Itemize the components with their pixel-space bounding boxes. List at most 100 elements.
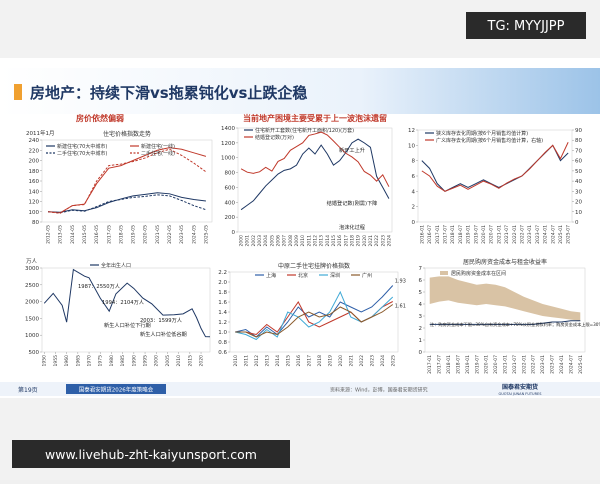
y-tick-label: 100 [29,210,40,216]
x-tick-label: 2017-07 [437,355,443,374]
x-tick-label: 2014-05 [70,225,76,244]
x-tick-label: 1980 [109,355,115,367]
y-tick-label: 30 [575,189,582,195]
legend-label: 全年出生人口 [101,262,131,269]
x-tick-label: 2020-01 [484,355,490,374]
y-tick-label: 160 [29,179,40,185]
y-tick-label: 1500 [25,316,39,322]
x-tick-label: 2012 [313,235,319,247]
x-tick-label: 2024-01 [543,225,549,244]
x-tick-label: 2020-01 [481,225,487,244]
page-number: 第19页 [18,386,38,394]
plot-frame [41,267,211,353]
x-tick-label: 2022-01 [521,355,527,374]
legend-label: 广义库存去化周期(按6个月销售均值计算，右轴) [436,137,543,144]
y-tick-label: 1.6 [218,300,227,306]
x-tick-label: 2023-07 [535,225,541,244]
band-area [429,276,581,321]
x-tick-label: 2019-01 [465,355,471,374]
y-tick-label: 1000 [221,156,235,162]
y-tick-label: 200 [29,159,40,165]
x-tick-label: 2017-05 [106,225,112,244]
x-tick-label: 2021-05 [155,225,161,244]
legend-label: 上海 [266,272,276,279]
x-tick-label: 2018-01 [446,355,452,374]
title-marker [14,84,22,100]
x-tick-label: 2022-07 [519,225,525,244]
x-tick-label: 1965 [75,355,81,367]
x-tick-label: 2023 [380,235,386,247]
watermark-text: TG: MYYJJPP [487,19,565,34]
legend-label: 北京 [298,272,308,279]
chart-title: 中原二手住宅挂牌价格指数 [278,262,350,270]
x-tick-label: 2021 [368,235,374,247]
y-tick-label: 90 [575,128,582,134]
x-tick-label: 2002 [251,235,257,247]
slide [0,58,600,398]
y-tick-label: 0 [575,220,579,226]
x-tick-label: 2017-07 [442,225,448,244]
x-tick-label: 2022 [359,355,365,367]
x-tick-label: 2023-05 [179,225,185,244]
y-tick-label: 20 [575,200,582,206]
annotation: 新生人口补位下行期 [104,321,151,329]
y-tick-label: 5 [419,290,423,296]
x-tick-label: 2020 [199,355,205,367]
series-line [240,131,390,187]
y-tick-label: 2000 [25,300,39,306]
annotation: 新生人口补位低谷期 [140,330,187,338]
logo-cn: 国泰君安期货 [502,383,538,391]
x-tick-label: 2003 [257,235,263,247]
report-name: 国泰君安期货2026年度策略会 [79,386,154,394]
x-tick-label: 2023-01 [540,355,546,374]
x-tick-label: 2018 [317,355,323,367]
x-tick-label: 2006 [276,235,282,247]
x-tick-label: 2021-07 [504,225,510,244]
x-tick-label: 2005 [269,235,275,247]
report-tag [66,384,166,394]
annotation: 注：购房资金成本下限=30%自有资金成本+70%公积金贷款利率；购房资金成本上限… [430,321,600,328]
y-tick-label: 1 [419,338,423,344]
x-tick-label: 2023-01 [527,225,533,244]
y-tick-label: 400 [225,200,236,206]
x-tick-label: 1950 [42,355,48,367]
x-tick-label: 1995 [143,355,149,367]
x-tick-label: 2019-07 [473,225,479,244]
x-tick-label: 2011 [306,235,312,247]
y-tick-label: 120 [29,200,40,206]
x-tick-label: 2016-05 [94,225,100,244]
x-tick-label: 2019 [327,355,333,367]
x-tick-label: 2024-01 [559,355,565,374]
x-tick-label: 2000 [154,355,160,367]
y-tick-label: 50 [575,169,582,175]
y-tick-label: 2 [419,326,423,332]
legend-label: 狭义库存去化周期(按6个月销售均值计算) [436,130,528,137]
y-tick-label: 6 [419,278,423,284]
x-tick-label: 2007 [282,235,288,247]
x-tick-label: 2008 [288,235,294,247]
x-tick-label: 2018-01 [450,225,456,244]
x-tick-label: 2022-07 [531,355,537,374]
y-tick-label: 1.0 [218,330,227,336]
x-tick-label: 2021 [348,355,354,367]
x-tick-label: 2015-05 [82,225,88,244]
y-tick-label: 7 [419,266,423,272]
annotation: 泡沫化过程 [339,223,365,231]
y-tick-label: 2500 [25,283,39,289]
x-tick-label: 2023-07 [550,355,556,374]
x-tick-label: 2019 [356,235,362,247]
x-tick-label: 2016 [337,235,343,247]
x-tick-label: 2024-07 [550,225,556,244]
x-tick-label: 1985 [120,355,126,367]
x-tick-label: 2021-01 [496,225,502,244]
legend-label: 广州 [362,272,372,279]
y-tick-label: 600 [225,185,236,191]
legend-label: 新建住宅(70大中城市) [57,143,107,150]
x-tick-label: 2022-01 [512,225,518,244]
x-tick-label: 2001 [245,235,251,247]
x-tick-label: 2020 [362,235,368,247]
y-tick-label: 2.0 [218,280,227,286]
x-tick-label: 2015 [331,235,337,247]
x-tick-label: 2010 [233,355,239,367]
